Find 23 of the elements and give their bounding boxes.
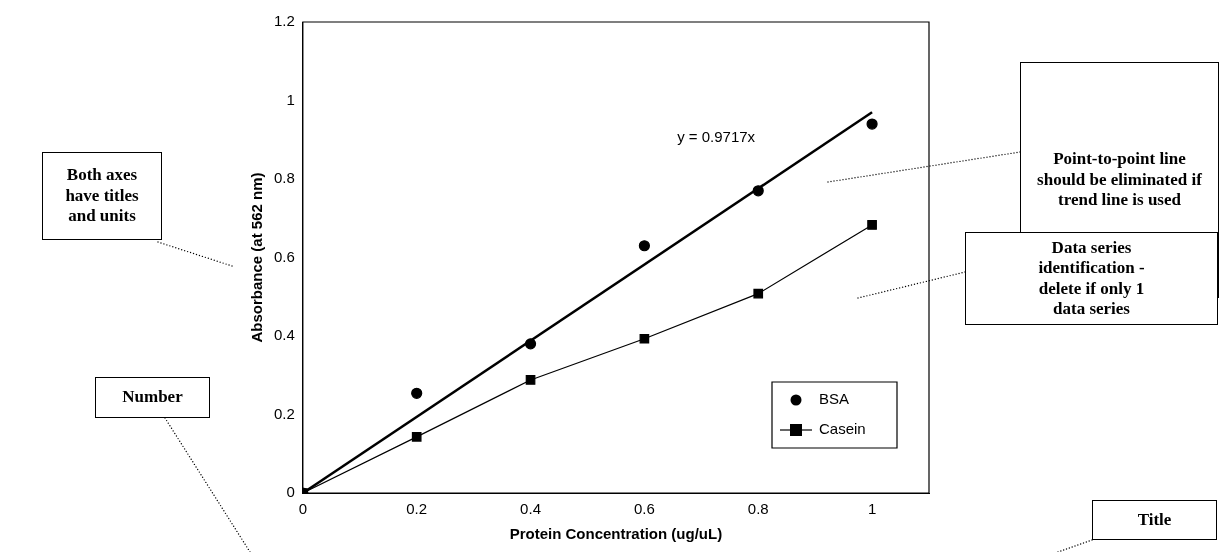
legend-label: BSA (819, 390, 850, 408)
y-tick-label: 1 (286, 90, 295, 108)
text: Both axes have titles and units (64, 165, 140, 227)
x-tick-label: 0.8 (747, 500, 769, 518)
text: Number (122, 387, 183, 408)
x-axis-title: Protein Concentration (ug/uL) (509, 525, 723, 543)
x-tick-label: 0 (298, 500, 308, 518)
text: Data series identification - delete if only 1 data series (1037, 237, 1146, 320)
x-tick-label: 1 (867, 500, 877, 518)
y-tick-label: 0.2 (273, 404, 295, 422)
x-tick-label: 0.4 (520, 500, 541, 518)
y-tick-label: 0.8 (273, 169, 295, 187)
y-tick-label: 0 (286, 483, 295, 501)
y-tick-label: 0.4 (273, 326, 295, 344)
y-tick-label: 1.2 (273, 12, 295, 30)
x-tick-label: 0.2 (406, 500, 428, 518)
y-axis-title: Absorbance (at 562 nm) (248, 172, 266, 343)
legend-label: Casein (819, 420, 866, 438)
y-tick-label: 0.6 (273, 247, 295, 265)
x-tick-label: 0.6 (633, 500, 655, 518)
annotation: y = 0.9717x (677, 127, 756, 145)
text: Point-to-point line should be eliminated if trend line is used (1037, 149, 1202, 211)
text: Title (1137, 509, 1172, 531)
